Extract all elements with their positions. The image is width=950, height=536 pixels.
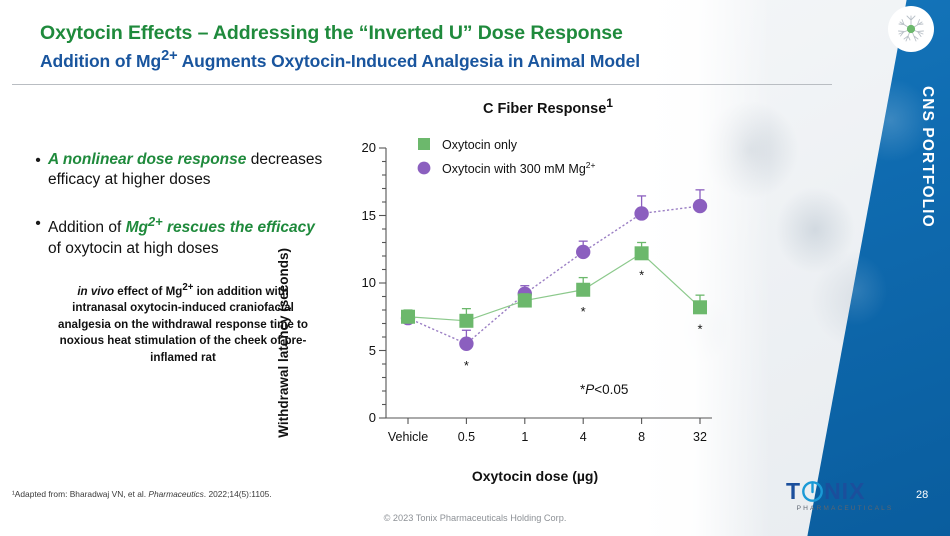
- x-axis-label: Oxytocin dose (µg): [471, 468, 599, 484]
- list-item: • A nonlinear dose response decreases ef…: [28, 150, 328, 191]
- x-tick-label: 4: [579, 430, 587, 444]
- caption-italic-lead: in vivo: [77, 284, 115, 298]
- bullet-2-superscript: 2+: [147, 213, 163, 229]
- bullet-2-emphasis-a: Mg: [125, 219, 148, 237]
- header-divider: [12, 84, 832, 85]
- chart-title-superscript: 1: [606, 96, 613, 110]
- y-tick-label: 5: [368, 342, 376, 358]
- x-tick-label: Vehicle: [387, 430, 429, 444]
- svg-text:*: *: [581, 304, 586, 319]
- y-tick-label: 15: [361, 207, 376, 223]
- bullet-text-1: A nonlinear dose response decreases effi…: [48, 150, 328, 191]
- page-title-primary: Oxytocin Effects – Addressing the “Inver…: [40, 22, 623, 44]
- citation-part-a: ¹Adapted from: Bharadwaj VN, et al.: [12, 489, 149, 499]
- bullet-marker: •: [35, 214, 41, 232]
- tonix-logo-subtitle: PHARMACEUTICALS: [796, 505, 894, 512]
- bullet-1-rest: decreases efficacy at higher doses: [48, 151, 323, 189]
- list-item: • Addition of Mg2+ rescues the efficacy …: [28, 213, 328, 259]
- logo-power-icon: [802, 481, 823, 502]
- x-tick-label: 32: [693, 430, 707, 444]
- svg-text:Oxytocin with 300 mM Mg2+: Oxytocin with 300 mM Mg2+: [442, 160, 596, 176]
- logo-letters-nix: NIX: [824, 478, 866, 504]
- bullet-1-emphasis: A nonlinear dose response: [48, 151, 247, 168]
- bullet-2-emphasis-b: rescues the efficacy: [162, 219, 315, 237]
- chart-title-text: C Fiber Response: [483, 100, 607, 117]
- y-tick-label: 10: [361, 275, 376, 290]
- subtitle-part-a: Addition of Mg: [40, 50, 162, 71]
- caption-text-a: effect of Mg: [114, 284, 183, 298]
- x-tick-label: 0.5: [457, 430, 476, 444]
- caption-text-b: ion addition with intranasal oxytocin-in…: [58, 284, 308, 364]
- bullet-marker: •: [35, 152, 41, 169]
- bullet-2-lead: Addition of: [48, 219, 126, 237]
- left-content-column: • A nonlinear dose response decreases ef…: [28, 150, 328, 366]
- caption-superscript: 2+: [182, 281, 194, 293]
- svg-text:*: *: [464, 358, 469, 373]
- x-tick-label: 1: [521, 430, 529, 444]
- page-header: Oxytocin Effects – Addressing the “Inver…: [40, 22, 840, 72]
- neuron-soma: [906, 24, 916, 34]
- copyright-notice: © 2023 Tonix Pharmaceuticals Holding Cor…: [383, 513, 567, 523]
- white-fade-overlay: [640, 0, 950, 536]
- citation-part-b: . 2022;14(5):1105.: [203, 489, 272, 499]
- figure-caption: in vivo effect of Mg2+ ion addition with…: [28, 281, 328, 366]
- chart-container: C Fiber Response1 Withdrawal latency (se…: [276, 96, 730, 486]
- cns-portfolio-label: CNS PORTFOLIO: [919, 86, 936, 228]
- svg-text:Oxytocin only: Oxytocin only: [442, 138, 518, 152]
- bullet-text-2: Addition of Mg2+ rescues the efficacy of…: [48, 213, 328, 259]
- cns-portfolio-tab: CNS PORTFOLIO: [910, 52, 944, 262]
- significance-note: *P<0.05: [580, 382, 628, 397]
- significance-value: <0.05: [594, 382, 629, 397]
- citation-footnote: ¹Adapted from: Bharadwaj VN, et al. Phar…: [12, 489, 272, 499]
- y-tick-label: 0: [368, 410, 376, 425]
- y-tick-label: 20: [361, 140, 376, 155]
- tonix-wordmark: T NIX: [786, 480, 904, 503]
- svg-text:*: *: [697, 321, 702, 336]
- page-number: 28: [916, 489, 929, 501]
- page-title-secondary: Addition of Mg2+ Augments Oxytocin-Induc…: [40, 48, 840, 72]
- plot-svg: * * * * Oxytocin only Oxytocin with 300 mM Mg…: [379, 138, 712, 424]
- neuron-glyph: [898, 15, 924, 42]
- background-artwork: [640, 0, 950, 536]
- subtitle-part-b: Augments Oxytocin-Induced Analgesia in A…: [177, 50, 640, 71]
- x-tick-label: 8: [638, 430, 646, 444]
- significance-asterisk: *: [580, 382, 586, 397]
- plot-area: Withdrawal latency (seconds) Oxytocin do…: [276, 130, 730, 484]
- tonix-logo: T NIX PHARMACEUTICALS: [786, 480, 904, 513]
- citation-journal: Pharmaceutics: [148, 489, 204, 499]
- subtitle-superscript: 2+: [161, 48, 178, 64]
- neuron-icon: [888, 6, 934, 52]
- chart-title: C Fiber Response1: [366, 96, 730, 117]
- bullet-2-rest: of oxytocin at high doses: [48, 239, 219, 257]
- logo-letter-t: T: [786, 478, 802, 504]
- significance-p: P: [585, 382, 595, 397]
- svg-text:*: *: [639, 267, 644, 282]
